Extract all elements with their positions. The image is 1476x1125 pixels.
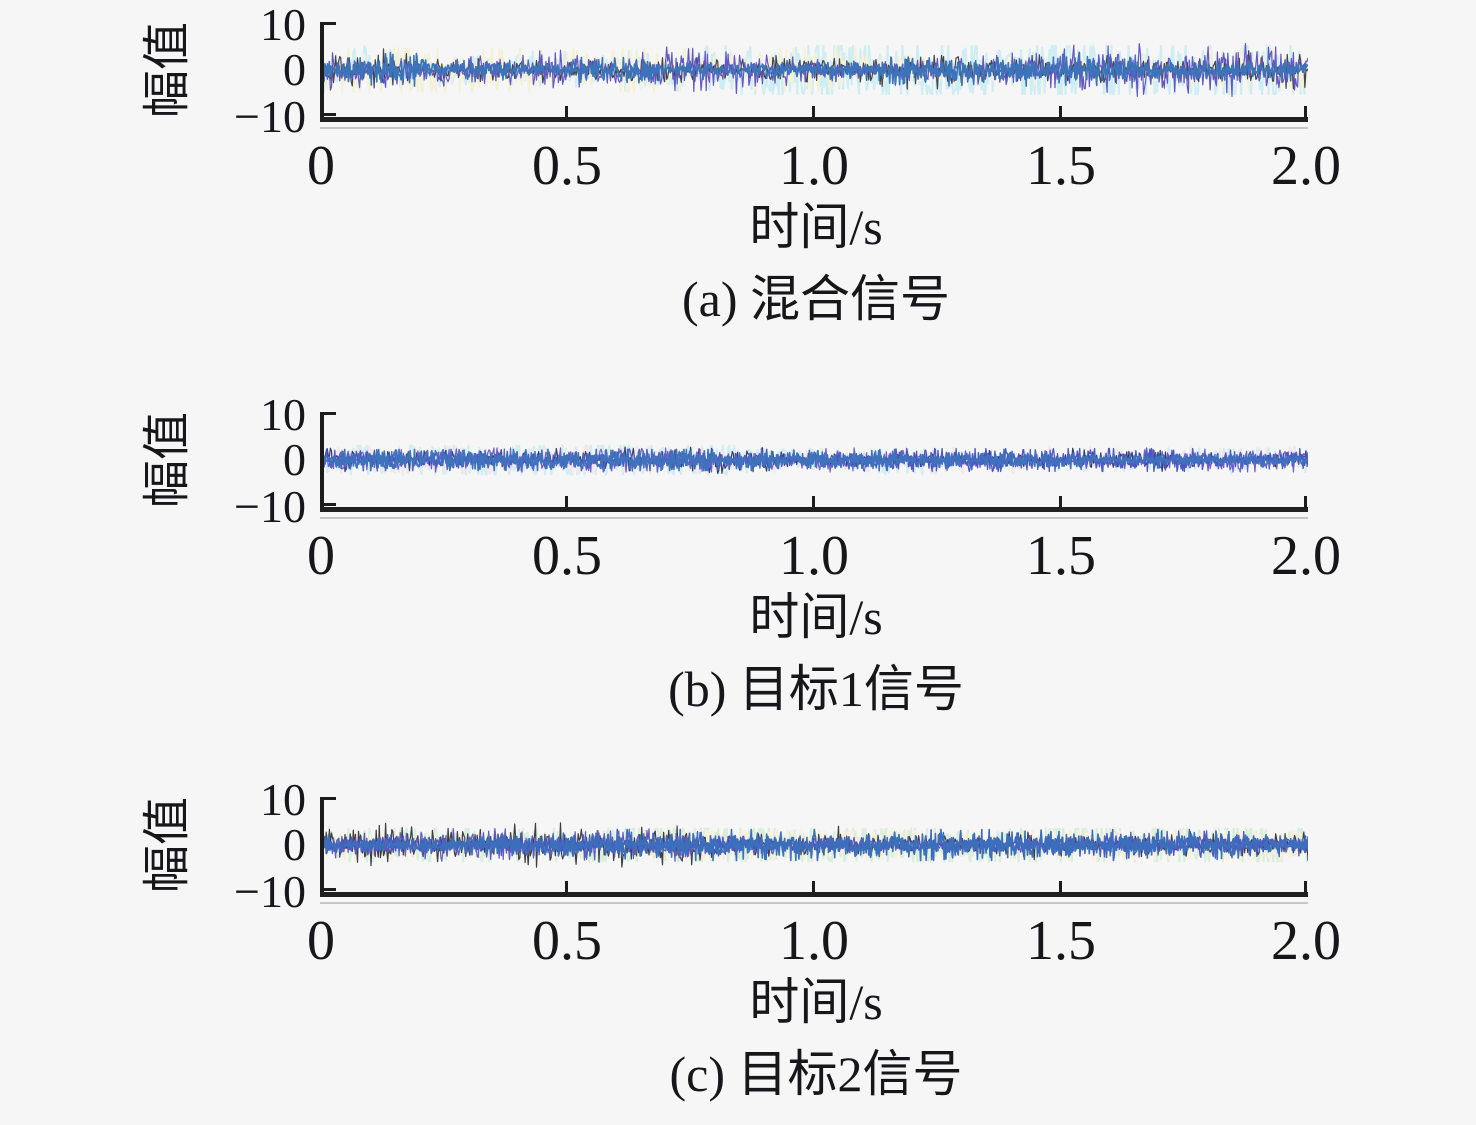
y-tick-label-10: 10	[260, 774, 306, 825]
subplot-b-caption: (b) 目标1信号	[668, 661, 964, 717]
x-tick-label: 2.0	[1271, 135, 1341, 197]
x-tick-label: 0.5	[532, 910, 602, 972]
axis-shadow-line	[320, 517, 1308, 519]
x-tick-mark	[1304, 106, 1307, 117]
x-tick-mark	[1059, 106, 1062, 117]
subplot-b: 幅值 10 0 −10 0 0.5 1.0 1.5 2.0 时间/s (b) 目…	[0, 390, 1476, 740]
y-tick-mark	[324, 888, 336, 891]
x-tick-mark	[812, 881, 815, 892]
x-tick-label: 1.5	[1026, 910, 1096, 972]
x-tick-label: 1.0	[779, 910, 849, 972]
y-tick-label-0: 0	[283, 44, 306, 95]
x-tick-mark	[1304, 496, 1307, 507]
x-tick-label: 0	[307, 910, 335, 972]
y-tick-label-minus-10: −10	[234, 866, 306, 917]
plot-area	[320, 797, 1308, 904]
x-tick-label: 1.5	[1026, 135, 1096, 197]
x-tick-mark	[1059, 881, 1062, 892]
y-tick-mark	[324, 503, 336, 506]
waveform-canvas	[320, 444, 1308, 476]
y-tick-label-10: 10	[260, 389, 306, 440]
x-tick-label: 2.0	[1271, 525, 1341, 587]
y-tick-mark	[324, 22, 336, 25]
x-tick-mark	[565, 496, 568, 507]
y-axis-spine	[320, 412, 324, 508]
x-axis-title: 时间/s	[749, 589, 883, 645]
y-tick-label-10: 10	[260, 0, 306, 50]
x-tick-mark	[1059, 496, 1062, 507]
axis-shadow-line	[320, 127, 1308, 129]
x-axis-title: 时间/s	[749, 974, 883, 1030]
y-tick-label-minus-10: −10	[234, 91, 306, 142]
x-tick-mark	[812, 106, 815, 117]
x-tick-label: 1.5	[1026, 525, 1096, 587]
y-tick-label-0: 0	[283, 434, 306, 485]
x-tick-mark	[1304, 881, 1307, 892]
subplot-c: 幅值 10 0 −10 0 0.5 1.0 1.5 2.0 时间/s (c) 目…	[0, 775, 1476, 1125]
x-axis-spine	[320, 507, 1308, 512]
x-axis-title: 时间/s	[749, 199, 883, 255]
x-tick-label: 0	[307, 135, 335, 197]
y-axis-spine	[320, 797, 324, 893]
x-tick-mark	[812, 496, 815, 507]
plot-area	[320, 22, 1308, 129]
waveform-canvas	[320, 822, 1308, 868]
y-tick-mark	[324, 113, 336, 116]
x-tick-label: 2.0	[1271, 910, 1341, 972]
axis-shadow-line	[320, 902, 1308, 904]
waveform-canvas	[320, 43, 1308, 97]
x-axis-spine	[320, 892, 1308, 897]
x-tick-label: 0.5	[532, 135, 602, 197]
x-tick-label: 1.0	[779, 135, 849, 197]
y-tick-mark	[324, 412, 336, 415]
x-tick-mark	[565, 106, 568, 117]
y-tick-mark	[324, 797, 336, 800]
x-tick-mark	[565, 881, 568, 892]
x-axis-spine	[320, 117, 1308, 122]
plot-area	[320, 412, 1308, 519]
x-tick-label: 0	[307, 525, 335, 587]
subplot-a: 幅值 10 0 −10 0 0.5 1.0 1.5 2.0 时间/s (a) 混…	[0, 0, 1476, 350]
x-tick-label: 0.5	[532, 525, 602, 587]
y-tick-label-minus-10: −10	[234, 481, 306, 532]
subplot-a-caption: (a) 混合信号	[682, 271, 950, 327]
y-tick-label-0: 0	[283, 819, 306, 870]
subplot-c-caption: (c) 目标2信号	[669, 1046, 963, 1102]
y-axis-spine	[320, 22, 324, 118]
x-tick-label: 1.0	[779, 525, 849, 587]
